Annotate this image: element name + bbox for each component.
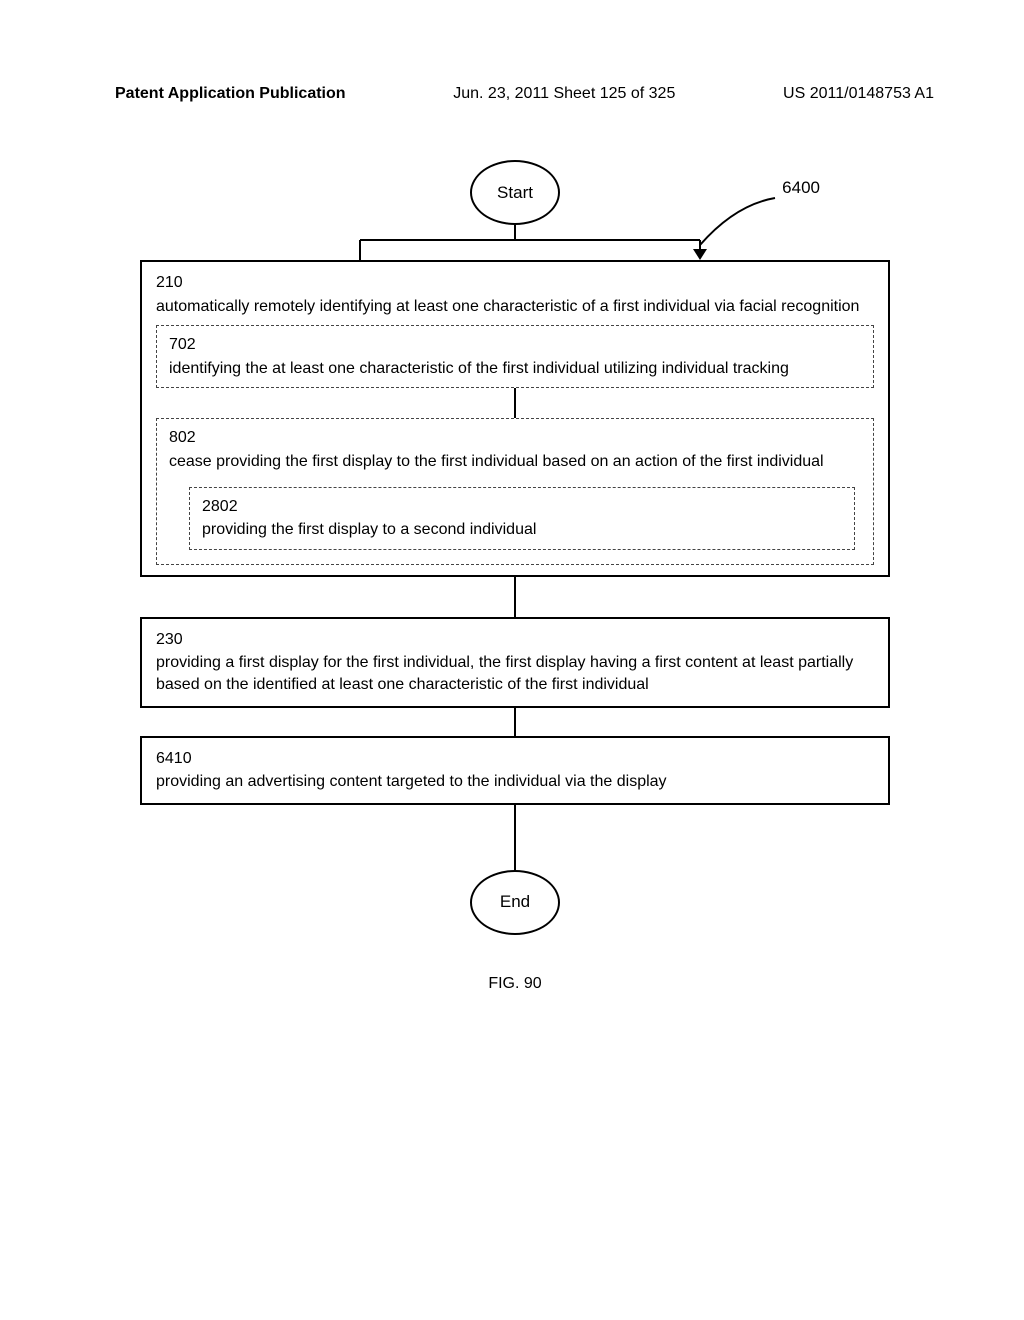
box-6410-text: providing an advertising content targete… (156, 773, 667, 790)
header-right: US 2011/0148753 A1 (783, 85, 934, 103)
box-2802: 2802 providing the first display to a se… (189, 487, 855, 550)
box-702: 702 identifying the at least one charact… (156, 325, 874, 388)
connector-210-230 (514, 577, 516, 617)
box-210-num: 210 (156, 272, 874, 294)
start-label: Start (497, 183, 533, 203)
connector-702-802 (514, 388, 516, 418)
box-702-text: identifying the at least one characteris… (169, 360, 789, 377)
flowchart: 6400 Start 210 automatically remotely id… (140, 160, 890, 993)
connector-230-6410 (514, 708, 516, 736)
ref-leader-line (685, 190, 780, 250)
box-2802-num: 2802 (202, 496, 842, 518)
box-230: 230 providing a first display for the fi… (140, 617, 890, 708)
page-header: Patent Application Publication Jun. 23, … (0, 85, 1024, 103)
box-2802-text: providing the first display to a second … (202, 521, 536, 538)
ref-num-6400: 6400 (782, 178, 820, 198)
start-node: Start (470, 160, 560, 225)
header-center: Jun. 23, 2011 Sheet 125 of 325 (453, 85, 675, 103)
box-802-num: 802 (169, 427, 861, 449)
box-6410: 6410 providing an advertising content ta… (140, 736, 890, 805)
end-node: End (470, 870, 560, 935)
box-702-num: 702 (169, 334, 861, 356)
box-6410-num: 6410 (156, 748, 874, 770)
box-802: 802 cease providing the first display to… (156, 418, 874, 564)
box-210: 210 automatically remotely identifying a… (140, 260, 890, 577)
end-label: End (500, 892, 530, 912)
figure-label: FIG. 90 (140, 975, 890, 993)
box-230-text: providing a first display for the first … (156, 654, 853, 693)
box-230-num: 230 (156, 629, 874, 651)
box-802-text: cease providing the first display to the… (169, 453, 824, 470)
box-210-text: automatically remotely identifying at le… (156, 298, 859, 315)
connector-6410-end (514, 805, 516, 870)
header-left: Patent Application Publication (115, 85, 346, 103)
